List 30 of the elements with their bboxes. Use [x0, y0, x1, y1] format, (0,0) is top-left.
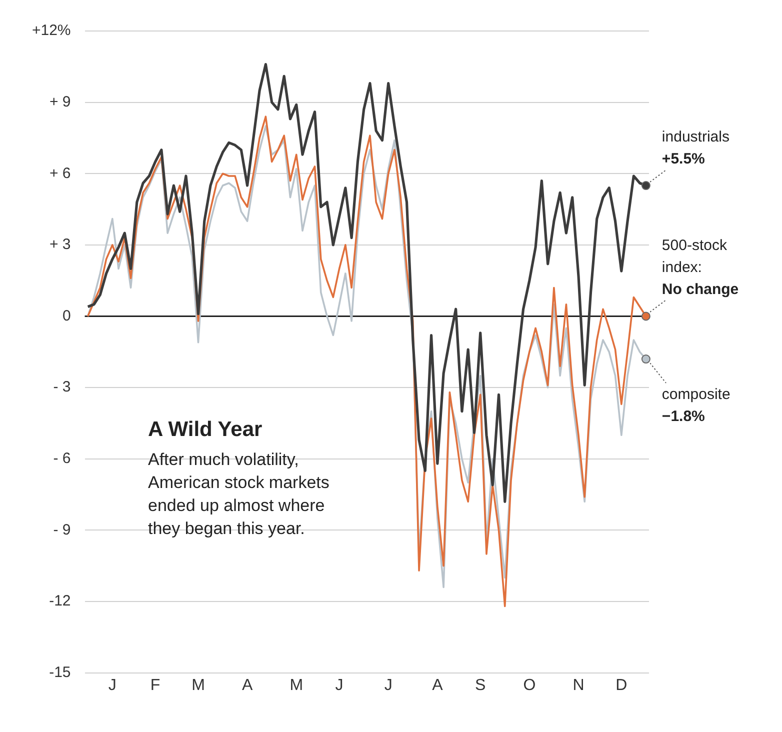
text: +5.5% [662, 150, 705, 168]
y-tick-label: +12% [32, 22, 71, 40]
x-tick-label: N [572, 676, 584, 694]
series-label: composite [662, 386, 730, 404]
y-tick-label: - 9 [53, 521, 71, 538]
y-tick-label: - 6 [53, 450, 71, 468]
x-tick-label: O [523, 676, 536, 694]
x-tick-label: D [616, 676, 628, 694]
x-tick-label: M [192, 676, 205, 694]
x-tick-label: A [242, 676, 253, 694]
x-tick-label: F [150, 676, 160, 694]
text: No change [662, 281, 739, 298]
y-tick-label: + 6 [50, 164, 71, 182]
y-tick-label: 0 [62, 307, 71, 324]
y-tick-label: -15 [49, 664, 71, 681]
x-tick-label: S [475, 676, 486, 694]
y-tick-label: + 9 [50, 93, 71, 110]
x-tick-label: J [108, 676, 116, 694]
text: After much volatility, American stock markets ended up almost where they began this year. [148, 449, 330, 540]
text: 500-stock index: [662, 237, 728, 276]
y-tick-label: -12 [49, 592, 71, 610]
text: A Wild Year [148, 418, 264, 442]
x-tick-label: J [335, 676, 344, 694]
y-tick-label: - 3 [53, 378, 71, 396]
x-tick-label: M [290, 676, 304, 694]
text: −1.8% [662, 408, 705, 426]
text: industrials [662, 128, 730, 146]
y-tick-label: + 3 [50, 236, 71, 254]
x-tick-label: A [432, 676, 444, 694]
x-tick-label: J [384, 676, 392, 694]
